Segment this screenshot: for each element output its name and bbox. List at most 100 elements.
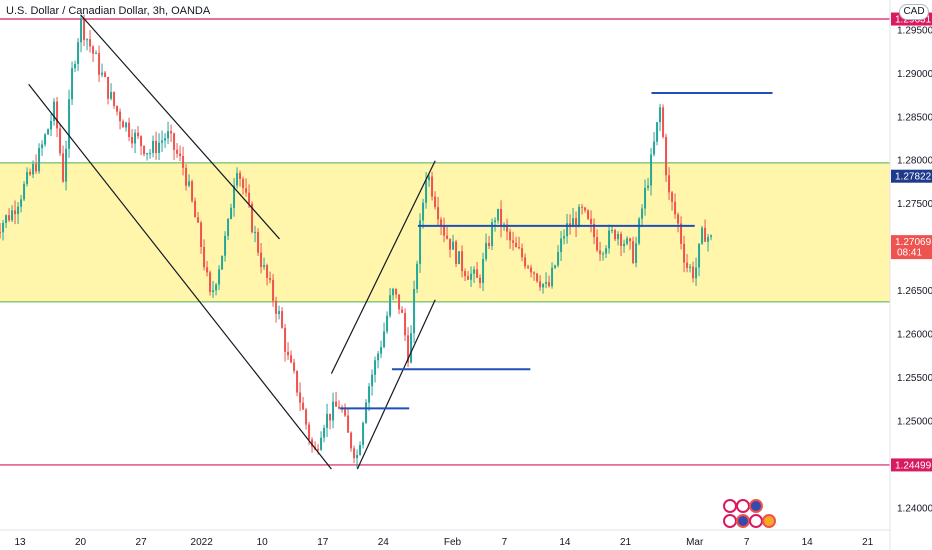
candlestick bbox=[251, 201, 254, 234]
price-label: 1.27069 bbox=[895, 237, 932, 248]
y-tick-label: 1.25500 bbox=[897, 373, 932, 384]
candlestick bbox=[320, 431, 323, 451]
candlestick bbox=[404, 308, 407, 342]
candlestick bbox=[161, 130, 164, 152]
candlestick bbox=[608, 224, 611, 254]
candlestick bbox=[704, 219, 707, 242]
candlestick bbox=[632, 236, 635, 265]
candlestick bbox=[23, 181, 26, 202]
candlestick bbox=[47, 128, 50, 135]
candlestick bbox=[422, 198, 425, 229]
candlestick bbox=[0, 222, 2, 239]
candlestick bbox=[170, 124, 173, 142]
candlestick bbox=[32, 160, 35, 179]
trend-line[interactable] bbox=[80, 14, 280, 240]
candlestick bbox=[413, 280, 416, 343]
candlestick bbox=[527, 264, 530, 270]
candlestick bbox=[470, 266, 473, 287]
candlestick bbox=[242, 176, 245, 195]
x-tick-label: 14 bbox=[559, 537, 571, 548]
candlestick bbox=[350, 431, 353, 452]
candlestick bbox=[596, 229, 599, 253]
candlestick bbox=[389, 288, 392, 318]
price-label-box bbox=[891, 169, 932, 183]
candlestick bbox=[152, 135, 155, 158]
candlestick bbox=[590, 210, 593, 233]
candlestick bbox=[62, 145, 65, 183]
candlestick bbox=[305, 407, 308, 430]
candlestick bbox=[143, 145, 146, 157]
currency-badge[interactable]: CAD bbox=[899, 4, 929, 20]
candlestick bbox=[602, 251, 605, 261]
y-tick-label: 1.26500 bbox=[897, 286, 932, 297]
candlestick bbox=[665, 133, 668, 182]
candlestick bbox=[323, 424, 326, 443]
x-tick-label: 10 bbox=[257, 537, 269, 548]
candlestick bbox=[662, 104, 665, 139]
candlestick bbox=[113, 91, 116, 109]
candlestick bbox=[14, 200, 17, 225]
candlestick bbox=[518, 236, 521, 250]
candlestick bbox=[566, 213, 569, 244]
candlestick bbox=[593, 218, 596, 245]
candlestick bbox=[275, 296, 278, 323]
us-flag-icon bbox=[736, 514, 750, 528]
candlestick bbox=[563, 229, 566, 245]
candlestick bbox=[581, 203, 584, 215]
candlestick bbox=[68, 89, 71, 158]
candlestick bbox=[329, 413, 332, 430]
candlestick bbox=[551, 262, 554, 289]
candlestick bbox=[128, 117, 131, 142]
candlestick bbox=[158, 133, 161, 161]
candlestick bbox=[173, 132, 176, 161]
candlestick bbox=[338, 400, 341, 410]
trend-line[interactable] bbox=[330, 160, 436, 374]
candlestick bbox=[668, 167, 671, 201]
candlestick bbox=[188, 174, 191, 188]
candlestick bbox=[371, 369, 374, 396]
candlestick bbox=[572, 207, 575, 228]
candlestick bbox=[107, 76, 110, 105]
candlestick bbox=[302, 396, 305, 411]
trend-line[interactable] bbox=[28, 83, 332, 470]
x-tick-label: Mar bbox=[686, 537, 704, 548]
candlestick bbox=[272, 274, 275, 307]
candlestick bbox=[140, 135, 143, 156]
candlestick bbox=[122, 119, 125, 128]
flag-icons[interactable] bbox=[723, 499, 776, 528]
x-tick-label: 13 bbox=[14, 537, 26, 548]
candlestick bbox=[692, 261, 695, 283]
candlestick bbox=[104, 70, 107, 78]
candlestick bbox=[335, 392, 338, 407]
y-tick-label: 1.25000 bbox=[897, 416, 932, 427]
trend-line[interactable] bbox=[356, 299, 436, 470]
candlestick bbox=[260, 243, 263, 274]
candlestick bbox=[125, 121, 128, 132]
candlestick bbox=[407, 327, 410, 368]
candlestick bbox=[488, 235, 491, 250]
candlestick bbox=[74, 60, 77, 72]
candlestick bbox=[98, 45, 101, 83]
canada-flag-icon bbox=[736, 499, 750, 513]
candlestick bbox=[26, 167, 29, 187]
candlestick bbox=[332, 392, 335, 429]
candlestick bbox=[56, 96, 59, 138]
candlestick bbox=[362, 421, 365, 449]
candlestick bbox=[149, 148, 152, 159]
candlestick bbox=[86, 38, 89, 51]
candlestick bbox=[530, 264, 533, 278]
candlestick bbox=[185, 164, 188, 191]
candlestick bbox=[2, 219, 5, 241]
candlestick bbox=[164, 133, 167, 148]
candlestick bbox=[683, 235, 686, 273]
candlestick bbox=[386, 311, 389, 334]
y-tick-label: 1.26000 bbox=[897, 330, 932, 341]
candlestick bbox=[623, 239, 626, 253]
candlestick bbox=[5, 214, 8, 229]
candlestick bbox=[542, 283, 545, 294]
candlestick bbox=[218, 265, 221, 290]
x-tick-label: 20 bbox=[75, 537, 87, 548]
candlestick bbox=[284, 323, 287, 362]
candlestick bbox=[620, 231, 623, 256]
